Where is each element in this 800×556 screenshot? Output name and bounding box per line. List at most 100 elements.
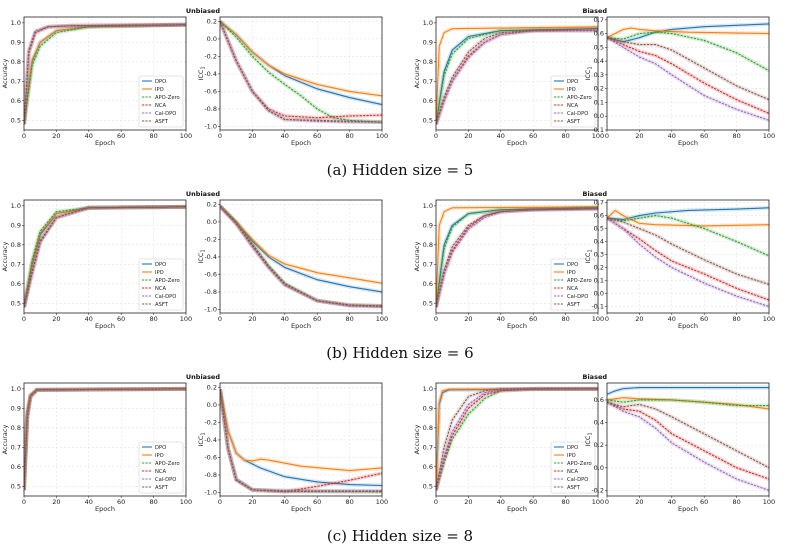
x-tick-label: 0 — [434, 315, 438, 323]
x-tick-label: 0 — [434, 132, 438, 140]
series-line-apo-zero — [220, 20, 382, 123]
series-line-apo-zero — [436, 28, 598, 125]
y-tick-label: -1.0 — [204, 488, 217, 496]
legend-label: NCA — [155, 286, 167, 292]
x-tick-label: 40 — [497, 315, 505, 323]
y-tick-label: 0.0 — [594, 464, 604, 472]
y-tick-label: 0.8 — [423, 424, 433, 432]
panel-title: Biased — [583, 7, 608, 15]
y-tick-label: 0.7 — [594, 199, 604, 207]
y-tick-label: 0.4 — [594, 57, 604, 65]
x-tick-label: 60 — [700, 498, 708, 506]
y-axis-label: ICC1 — [584, 66, 594, 80]
series-band-apo-zero — [220, 19, 382, 125]
series-line-cal-dpo — [607, 217, 769, 308]
x-tick-label: 40 — [85, 315, 93, 323]
legend-label: IPO — [567, 87, 576, 93]
x-tick-label: 80 — [561, 315, 569, 323]
series-line-ipo — [607, 27, 769, 39]
x-axis-label: Epoch — [95, 322, 115, 330]
y-tick-label: 0.2 — [594, 264, 604, 272]
series-line-asft — [436, 388, 598, 491]
y-tick-label: -0.8 — [204, 471, 217, 479]
x-tick-label: 100 — [763, 132, 775, 140]
x-tick-label: 20 — [464, 498, 472, 506]
y-tick-label: 0.0 — [594, 112, 604, 120]
series-band-cal-dpo — [607, 400, 769, 493]
legend-label: DPO — [155, 262, 166, 268]
plot-frame — [23, 382, 187, 497]
x-tick-label: 100 — [376, 498, 388, 506]
x-tick-label: 100 — [180, 132, 192, 140]
x-tick-label: 80 — [345, 498, 353, 506]
x-tick-label: 80 — [345, 315, 353, 323]
x-tick-label: 20 — [635, 132, 643, 140]
caption-b: (b) Hidden size = 6 — [326, 344, 474, 362]
legend-label: IPO — [567, 453, 576, 459]
x-tick-label: 60 — [117, 498, 125, 506]
x-tick-label: 100 — [376, 315, 388, 323]
chart-panel-5: 0 20 40 60 80 100 0.2 0.0 -0.2 -0.4 -0.6 -0.8 -1.0 Ep… — [186, 190, 388, 330]
x-tick-label: 20 — [464, 132, 472, 140]
x-tick-label: 100 — [180, 498, 192, 506]
y-tick-label: 0.2 — [207, 17, 217, 25]
x-tick-label: 0 — [218, 315, 222, 323]
legend-label: IPO — [155, 87, 164, 93]
plot-frame — [435, 382, 599, 497]
y-tick-label: 0.4 — [594, 419, 604, 427]
x-tick-label: 60 — [117, 132, 125, 140]
plot-frame — [23, 16, 187, 131]
series-line-apo-zero — [24, 206, 186, 308]
x-tick-label: 0 — [605, 498, 609, 506]
x-tick-label: 20 — [248, 132, 256, 140]
legend-label: NCA — [155, 469, 167, 475]
x-tick-label: 20 — [52, 498, 60, 506]
y-tick-label: 0.1 — [594, 277, 604, 285]
plot-frame — [435, 16, 599, 131]
y-tick-label: -0.6 — [204, 270, 217, 278]
x-tick-label: 40 — [281, 498, 289, 506]
x-tick-label: 60 — [529, 315, 537, 323]
x-tick-label: 80 — [732, 498, 740, 506]
x-axis-label: Epoch — [95, 139, 115, 147]
series-line-cal-dpo — [220, 21, 382, 123]
x-axis-label: Epoch — [507, 505, 527, 513]
legend: DPO IPO APO-Zero NCA Cal-DPO ASFT — [138, 75, 184, 128]
caption-c: (c) Hidden size = 8 — [326, 527, 474, 545]
series-line-cal-dpo — [607, 401, 769, 491]
series-line-asft — [220, 389, 382, 493]
series-line-ipo — [436, 26, 598, 125]
plot-frame — [606, 199, 770, 314]
x-tick-label: 60 — [313, 498, 321, 506]
plot-frame — [435, 199, 599, 314]
y-tick-label: 0.5 — [594, 43, 604, 51]
series-band-ipo — [220, 388, 382, 473]
plot-frame — [606, 382, 770, 497]
x-tick-label: 40 — [85, 132, 93, 140]
plot-frame — [219, 382, 383, 497]
series-band-nca — [220, 20, 382, 120]
x-tick-label: 60 — [117, 315, 125, 323]
y-tick-label: 1.0 — [11, 202, 21, 210]
x-tick-label: 20 — [635, 315, 643, 323]
y-tick-label: 0.2 — [207, 383, 217, 391]
series-band-cal-dpo — [607, 35, 769, 123]
legend-label: DPO — [155, 445, 166, 451]
x-axis-label: Epoch — [678, 322, 698, 330]
series-line-cal-dpo — [436, 30, 598, 125]
y-tick-label: 0.7 — [594, 16, 604, 24]
x-tick-label: 20 — [248, 498, 256, 506]
y-tick-label: 0.6 — [423, 280, 433, 288]
series-line-asft — [24, 206, 186, 308]
legend-label: ASFT — [155, 119, 169, 125]
x-tick-label: 20 — [248, 315, 256, 323]
legend-label: Cal-DPO — [155, 294, 176, 300]
plot-frame — [219, 199, 383, 314]
y-tick-label: 0.6 — [423, 97, 433, 105]
x-axis-label: Epoch — [507, 322, 527, 330]
series-band-nca — [607, 216, 769, 302]
y-tick-label: -0.1 — [591, 126, 604, 134]
y-axis-label: Accuracy — [413, 425, 421, 455]
y-tick-label: 0.7 — [11, 260, 21, 268]
y-tick-label: 0.7 — [11, 443, 21, 451]
